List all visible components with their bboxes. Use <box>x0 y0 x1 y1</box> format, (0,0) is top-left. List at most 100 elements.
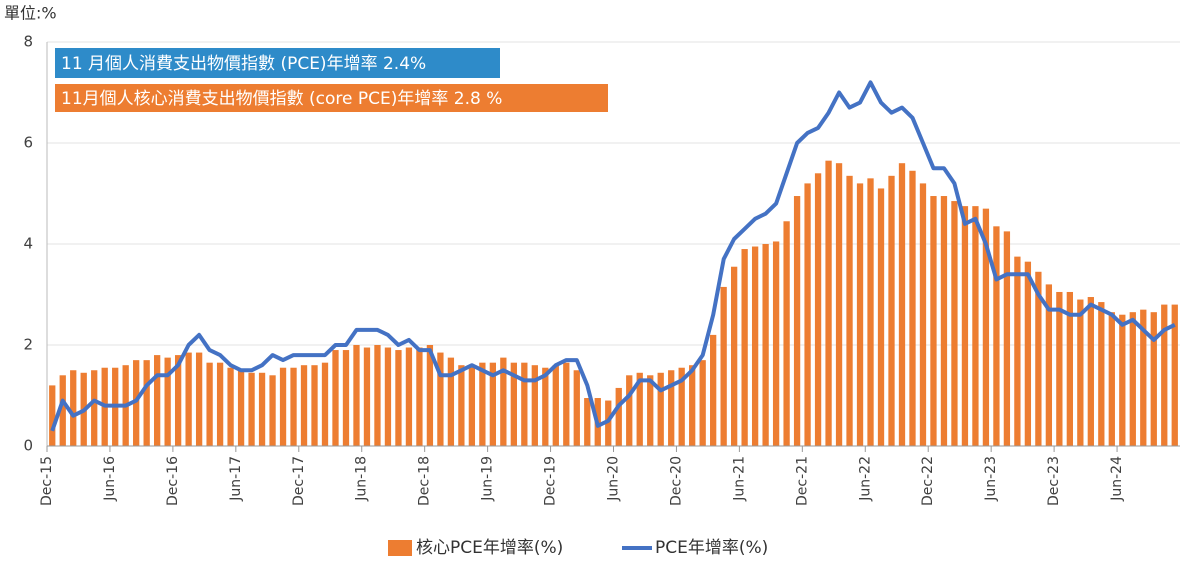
bar <box>814 173 822 447</box>
bar <box>321 362 329 446</box>
bar <box>993 226 1000 446</box>
bar <box>793 196 801 446</box>
bar <box>573 370 580 446</box>
bar <box>154 355 161 446</box>
bar <box>227 367 234 446</box>
bar <box>216 362 224 446</box>
bar <box>678 367 685 446</box>
x-tick-label: Jun-20 <box>606 456 622 502</box>
x-tick-label: Jun-22 <box>857 456 873 502</box>
bar <box>888 175 895 446</box>
bar <box>909 170 916 446</box>
bar <box>59 375 66 446</box>
y-tick-label: 0 <box>23 437 33 455</box>
x-tick-label: Dec-15 <box>39 456 55 506</box>
x-tick-label: Dec-17 <box>291 456 307 506</box>
bar <box>479 362 486 446</box>
bar <box>91 370 98 446</box>
bar <box>1171 304 1178 446</box>
bar <box>626 375 633 446</box>
bar <box>846 175 853 446</box>
bar <box>961 206 969 446</box>
bar <box>584 398 591 446</box>
bar <box>1024 261 1032 446</box>
bar <box>762 244 769 446</box>
x-tick-label: Jun-24 <box>1109 456 1125 502</box>
bar <box>1077 299 1084 446</box>
x-tick-label: Dec-23 <box>1046 456 1062 506</box>
annotation-box <box>55 48 500 78</box>
bar <box>342 350 350 446</box>
bar <box>164 357 171 446</box>
unit-label: 單位:% <box>4 4 57 23</box>
bar <box>1119 314 1126 446</box>
bar <box>405 347 413 446</box>
bar <box>867 178 874 446</box>
bar <box>510 362 517 446</box>
legend-label: 核心PCE年增率(%) <box>416 538 563 558</box>
bar <box>783 221 790 446</box>
line <box>50 80 1176 432</box>
bar <box>437 352 444 446</box>
bar <box>300 365 308 446</box>
bar <box>311 365 318 446</box>
bar <box>195 352 203 446</box>
x-tick-label: Jun-17 <box>228 456 244 502</box>
bar <box>133 360 140 446</box>
bar <box>856 183 864 446</box>
bar <box>751 246 759 446</box>
annotation-text: 11月個人核心消費支出物價指數 (core PCE)年增率 2.8 % <box>61 89 502 109</box>
x-tick-label: Dec-22 <box>920 456 936 506</box>
annotation-text: 11 月個人消費支出物價指數 (PCE)年增率 2.4% <box>61 54 426 74</box>
bar <box>447 357 455 446</box>
bar <box>500 357 507 446</box>
x-tick-label: Jun-23 <box>983 456 999 502</box>
bar <box>384 347 392 446</box>
bar <box>1014 256 1021 446</box>
x-tick-label: Dec-18 <box>417 456 433 506</box>
bar <box>49 385 56 446</box>
bar <box>1150 312 1157 446</box>
bar <box>1161 304 1168 446</box>
bar <box>689 365 696 446</box>
bar <box>269 375 276 446</box>
x-tick-label: Dec-19 <box>543 456 559 506</box>
bar <box>657 372 664 446</box>
bar <box>279 367 287 446</box>
bar <box>552 365 559 446</box>
bar <box>1140 309 1147 446</box>
bar <box>206 362 213 446</box>
bar <box>772 241 780 446</box>
bar <box>563 362 570 446</box>
bar <box>542 367 549 446</box>
bar <box>1129 312 1136 446</box>
bar <box>174 355 182 446</box>
bar <box>825 160 832 447</box>
bar <box>1066 291 1073 446</box>
bar <box>374 345 381 446</box>
bar <box>804 183 811 446</box>
y-tick-label: 4 <box>23 235 33 253</box>
bar <box>720 286 727 446</box>
bar <box>1003 231 1011 446</box>
bar <box>1035 271 1042 446</box>
bar <box>951 201 958 446</box>
bar <box>1108 312 1115 446</box>
bar <box>668 370 675 446</box>
y-tick-label: 6 <box>23 134 33 152</box>
legend-label: PCE年增率(%) <box>655 538 768 558</box>
bar <box>898 163 906 446</box>
x-tick-label: Dec-20 <box>668 456 684 506</box>
bar <box>353 345 360 446</box>
bar <box>835 163 843 446</box>
bar <box>185 352 192 446</box>
bar <box>605 400 612 446</box>
bar <box>258 372 266 446</box>
bar <box>699 360 706 446</box>
bar <box>489 362 497 446</box>
bar <box>940 196 948 446</box>
bar <box>332 350 339 446</box>
x-tick-label: Dec-21 <box>794 456 810 506</box>
y-tick-label: 8 <box>23 33 33 51</box>
x-tick-label: Jun-19 <box>480 456 496 502</box>
